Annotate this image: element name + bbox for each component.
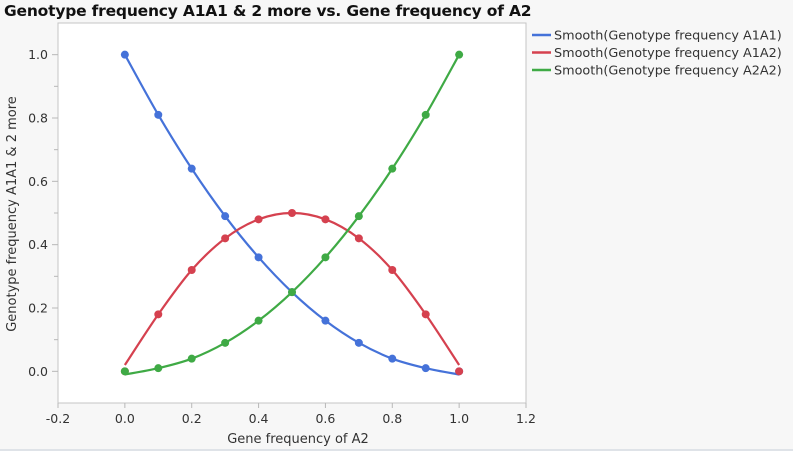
data-point[interactable]	[321, 316, 330, 325]
data-point[interactable]	[221, 234, 230, 243]
data-point[interactable]	[388, 354, 397, 363]
data-point[interactable]	[120, 367, 129, 376]
data-point[interactable]	[154, 310, 163, 319]
data-point[interactable]	[354, 212, 363, 221]
data-point[interactable]	[221, 338, 230, 347]
series-3	[120, 50, 464, 376]
bottom-divider	[0, 449, 793, 451]
data-point[interactable]	[187, 164, 196, 173]
data-point[interactable]	[154, 110, 163, 119]
series-layer	[120, 50, 464, 376]
x-tick-label: 0.6	[315, 411, 335, 426]
x-tick-label: 0.2	[182, 411, 202, 426]
data-point[interactable]	[354, 338, 363, 347]
data-point[interactable]	[388, 164, 397, 173]
x-axis[interactable]: -0.2 0.0 0.2 0.4 0.6 0.8 1.0 1.2	[46, 403, 536, 426]
data-point[interactable]	[221, 212, 230, 221]
data-point[interactable]	[288, 288, 296, 297]
y-tick-label: 0.4	[28, 237, 48, 252]
y-axis[interactable]: 0.0 0.2 0.4 0.6 0.8 1.0	[28, 47, 58, 379]
data-point[interactable]	[321, 253, 330, 262]
legend-item-1[interactable]: Smooth(Genotype frequency A1A1)	[532, 29, 782, 44]
data-point[interactable]	[455, 50, 464, 59]
data-point[interactable]	[254, 215, 263, 224]
legend-label: Smooth(Genotype frequency A1A1)	[554, 29, 782, 44]
data-point[interactable]	[421, 110, 430, 119]
x-tick-label: 0.4	[249, 411, 269, 426]
y-tick-label: 0.2	[28, 301, 48, 316]
y-axis-label: Genotype frequency A1A1 & 2 more	[5, 96, 20, 332]
y-tick-label: 0.0	[28, 364, 48, 379]
x-axis-label: Gene frequency of A2	[227, 432, 369, 447]
legend-item-3[interactable]: Smooth(Genotype frequency A2A2)	[532, 64, 782, 79]
data-point[interactable]	[187, 266, 196, 274]
data-point[interactable]	[120, 50, 129, 59]
data-point[interactable]	[421, 310, 430, 319]
data-point[interactable]	[154, 364, 163, 373]
data-point[interactable]	[254, 316, 263, 325]
x-tick-label: 0.8	[382, 411, 402, 426]
data-point[interactable]	[455, 367, 464, 376]
x-tick-label: 1.0	[449, 411, 469, 426]
data-point[interactable]	[354, 234, 363, 243]
legend-label: Smooth(Genotype frequency A2A2)	[554, 64, 782, 79]
x-tick-label: -0.2	[46, 411, 70, 426]
chart-title: Genotype frequency A1A1 & 2 more vs. Gen…	[4, 2, 532, 20]
data-point[interactable]	[388, 266, 397, 274]
data-point[interactable]	[187, 354, 196, 363]
legend[interactable]: Smooth(Genotype frequency A1A1) Smooth(Ge…	[532, 29, 782, 79]
data-point[interactable]	[288, 209, 296, 217]
y-tick-label: 1.0	[28, 47, 48, 62]
data-point[interactable]	[421, 364, 430, 373]
y-tick-label: 0.8	[28, 111, 48, 126]
x-tick-label: 0.0	[115, 411, 135, 426]
legend-label: Smooth(Genotype frequency A1A2)	[554, 46, 782, 61]
data-point[interactable]	[254, 253, 263, 262]
y-tick-label: 0.6	[28, 174, 48, 189]
x-tick-label: 1.2	[516, 411, 536, 426]
data-point[interactable]	[321, 215, 330, 224]
legend-item-2[interactable]: Smooth(Genotype frequency A1A2)	[532, 46, 782, 61]
